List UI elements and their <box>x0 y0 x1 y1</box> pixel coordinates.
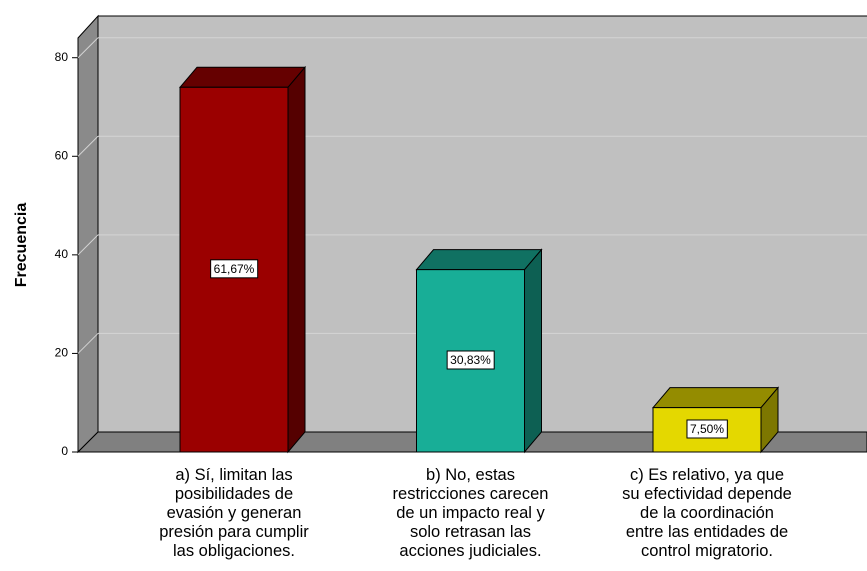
y-axis-title: Frecuencia <box>13 203 30 288</box>
grid-line <box>77 333 99 354</box>
grid-line <box>77 135 99 157</box>
y-tick-label: 0 <box>61 444 68 458</box>
bar-top <box>651 387 780 409</box>
data-label: 61,67% <box>214 262 255 276</box>
y-tick-label: 60 <box>55 148 69 162</box>
x-tick-label: c) Es relativo, ya que su efectividad dep… <box>622 466 792 560</box>
bar-top <box>415 249 543 271</box>
data-label-box <box>210 259 259 279</box>
bar-side <box>287 65 306 454</box>
data-label-box <box>446 350 495 370</box>
bar <box>651 386 780 454</box>
data-label: 30,83% <box>450 353 491 367</box>
grid-line <box>77 37 99 59</box>
data-label: 7,50% <box>690 422 724 436</box>
y-tick-label: 20 <box>55 346 69 360</box>
grid-line <box>77 234 99 256</box>
y-tick-label: 40 <box>55 247 69 261</box>
bar <box>178 65 307 454</box>
bar-side <box>524 248 542 454</box>
bar-top <box>178 66 307 88</box>
data-label-box <box>686 419 728 439</box>
y-tick-label: 80 <box>55 50 69 64</box>
x-tick-label: a) Sí, limitan las posibilidades de evasió… <box>159 466 309 560</box>
x-tick-label: b) No, estas restricciones carecen de un i… <box>393 466 549 560</box>
left-wall <box>77 14 99 454</box>
